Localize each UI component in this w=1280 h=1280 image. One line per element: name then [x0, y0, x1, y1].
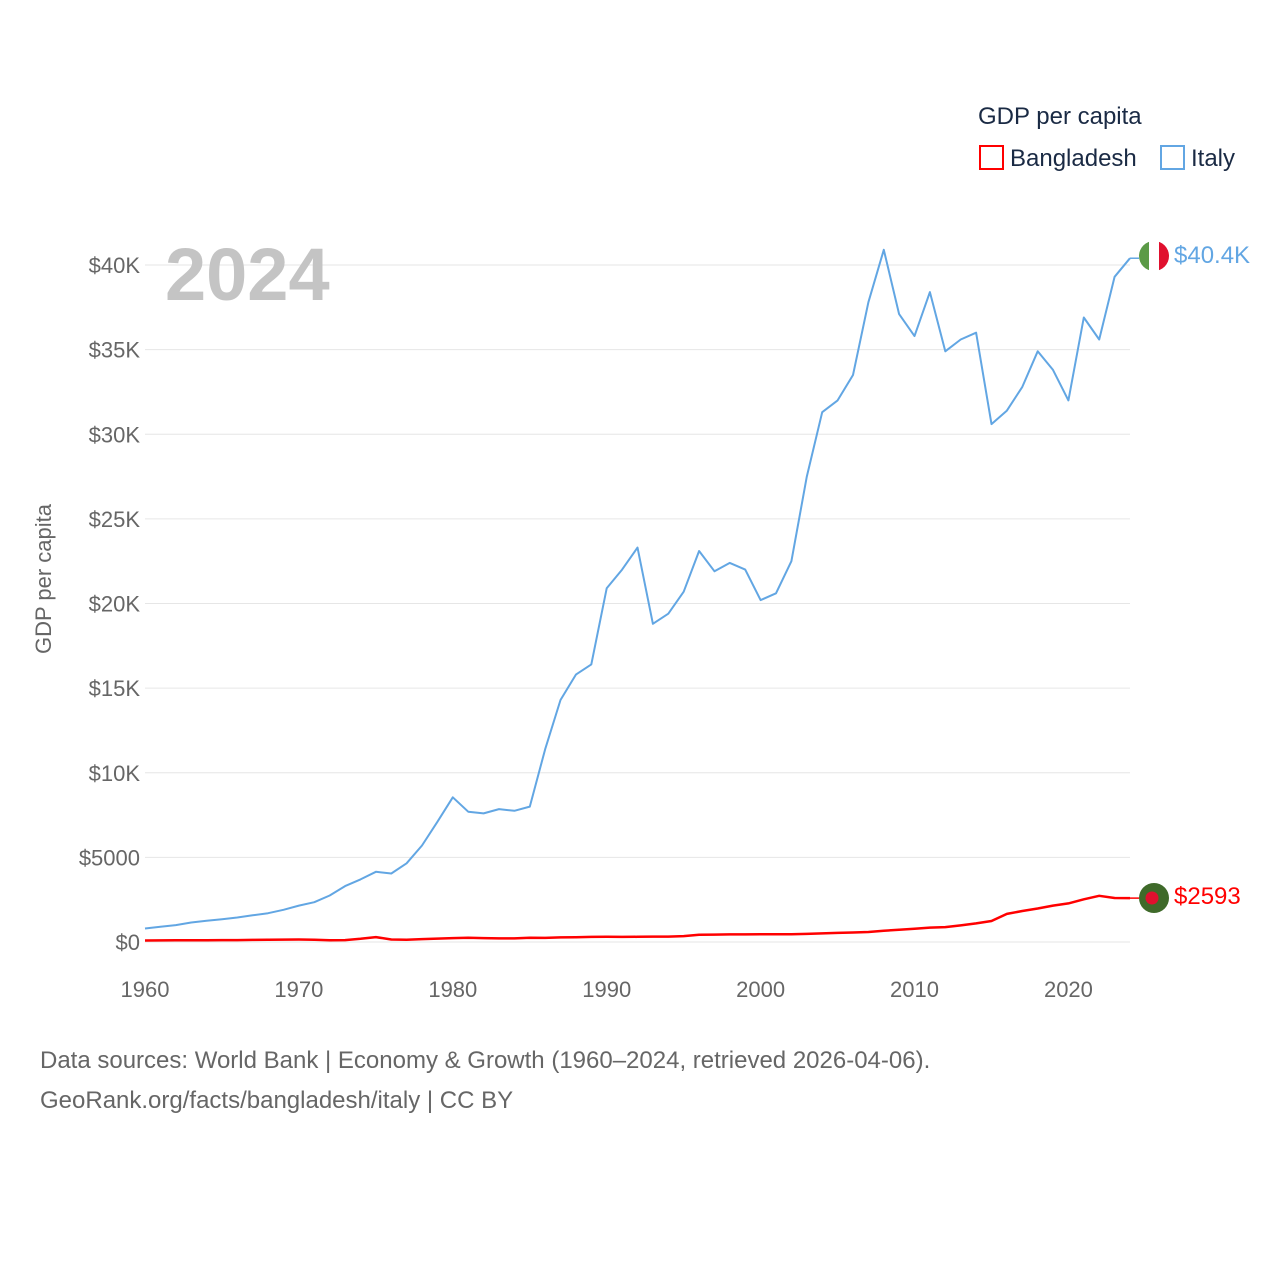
y-axis-label: GDP per capita: [31, 503, 56, 654]
x-tick-label: 1960: [121, 977, 170, 1002]
y-tick-label: $10K: [89, 761, 141, 786]
legend-label-bangladesh: Bangladesh: [1010, 145, 1137, 172]
x-tick-label: 1970: [274, 977, 323, 1002]
y-tick-label: $35K: [89, 338, 141, 363]
y-tick-label: $15K: [89, 676, 141, 701]
legend-title: GDP per capita: [978, 103, 1142, 130]
x-tick-label: 2020: [1044, 977, 1093, 1002]
legend-item-italy[interactable]: Italy: [1160, 145, 1235, 172]
legend-swatch-bangladesh: [979, 145, 1004, 170]
source-line-2[interactable]: GeoRank.org/facts/bangladesh/italy | CC …: [40, 1087, 513, 1114]
source-line-1: Data sources: World Bank | Economy & Gro…: [40, 1047, 930, 1074]
series-line-italy[interactable]: [144, 248, 1131, 930]
series-line-bangladesh[interactable]: [144, 894, 1131, 942]
legend: GDP per capita Bangladesh Italy: [978, 103, 1235, 172]
italy-end-label: $40.4K: [1174, 242, 1250, 269]
italy-flag-icon: [1139, 241, 1169, 271]
y-axis-ticks: $0 $5000 $10K $15K $20K $25K $30K $35K $40K: [79, 253, 141, 955]
legend-item-bangladesh[interactable]: Bangladesh: [979, 145, 1137, 172]
gridlines: [145, 264, 1130, 943]
y-tick-label: $30K: [89, 422, 141, 447]
bangladesh-end-label: $2593: [1174, 883, 1241, 910]
x-tick-label: 1990: [582, 977, 631, 1002]
series-lines: [144, 248, 1139, 942]
x-tick-label: 2010: [890, 977, 939, 1002]
x-tick-label: 1980: [428, 977, 477, 1002]
legend-swatch-italy: [1160, 145, 1185, 170]
legend-label-italy: Italy: [1191, 145, 1235, 172]
y-tick-label: $25K: [89, 507, 141, 532]
bangladesh-flag-icon: [1139, 883, 1169, 913]
y-tick-label: $0: [116, 930, 140, 955]
x-tick-label: 2000: [736, 977, 785, 1002]
y-tick-label: $20K: [89, 592, 141, 617]
year-display: 2024: [165, 233, 330, 316]
x-axis-ticks: 1960 1970 1980 1990 2000 2010 2020: [121, 977, 1093, 1002]
y-tick-label: $40K: [89, 253, 141, 278]
y-tick-label: $5000: [79, 845, 140, 870]
